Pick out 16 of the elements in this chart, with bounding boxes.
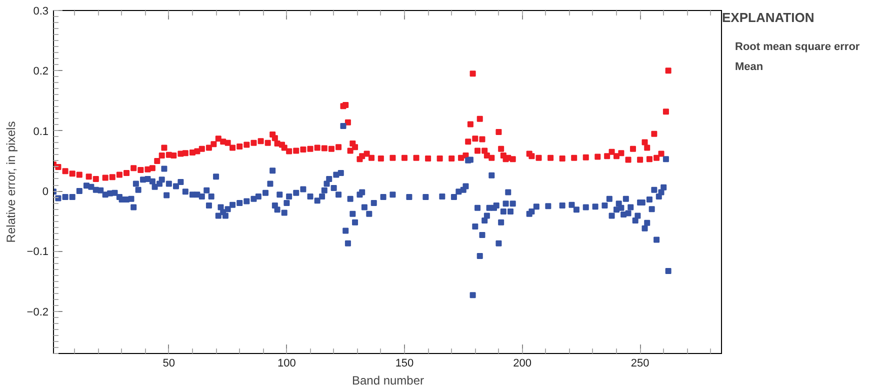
x-tick-label: 150	[395, 358, 414, 370]
y-tick-label: 0	[42, 186, 49, 198]
y-tick-label: 0.3	[33, 6, 49, 18]
text: Root mean square error	[735, 41, 860, 53]
x-tick-label: 250	[630, 358, 650, 370]
legend-title: EXPLANATION	[722, 10, 816, 25]
y-tick-label: −0.2	[26, 306, 49, 318]
y-tick-label: 0.2	[33, 66, 49, 78]
y-tick-label: −0.1	[26, 246, 49, 258]
y-axis-title: Relative error, in pixels	[4, 121, 18, 243]
x-tick-label: 200	[513, 358, 532, 370]
x-tick-label: 100	[278, 358, 296, 370]
x-axis-title: Band number	[352, 374, 424, 388]
text: Mean	[735, 61, 764, 73]
x-tick-label: 50	[162, 358, 176, 370]
y-tick-label: 0.1	[33, 126, 49, 138]
